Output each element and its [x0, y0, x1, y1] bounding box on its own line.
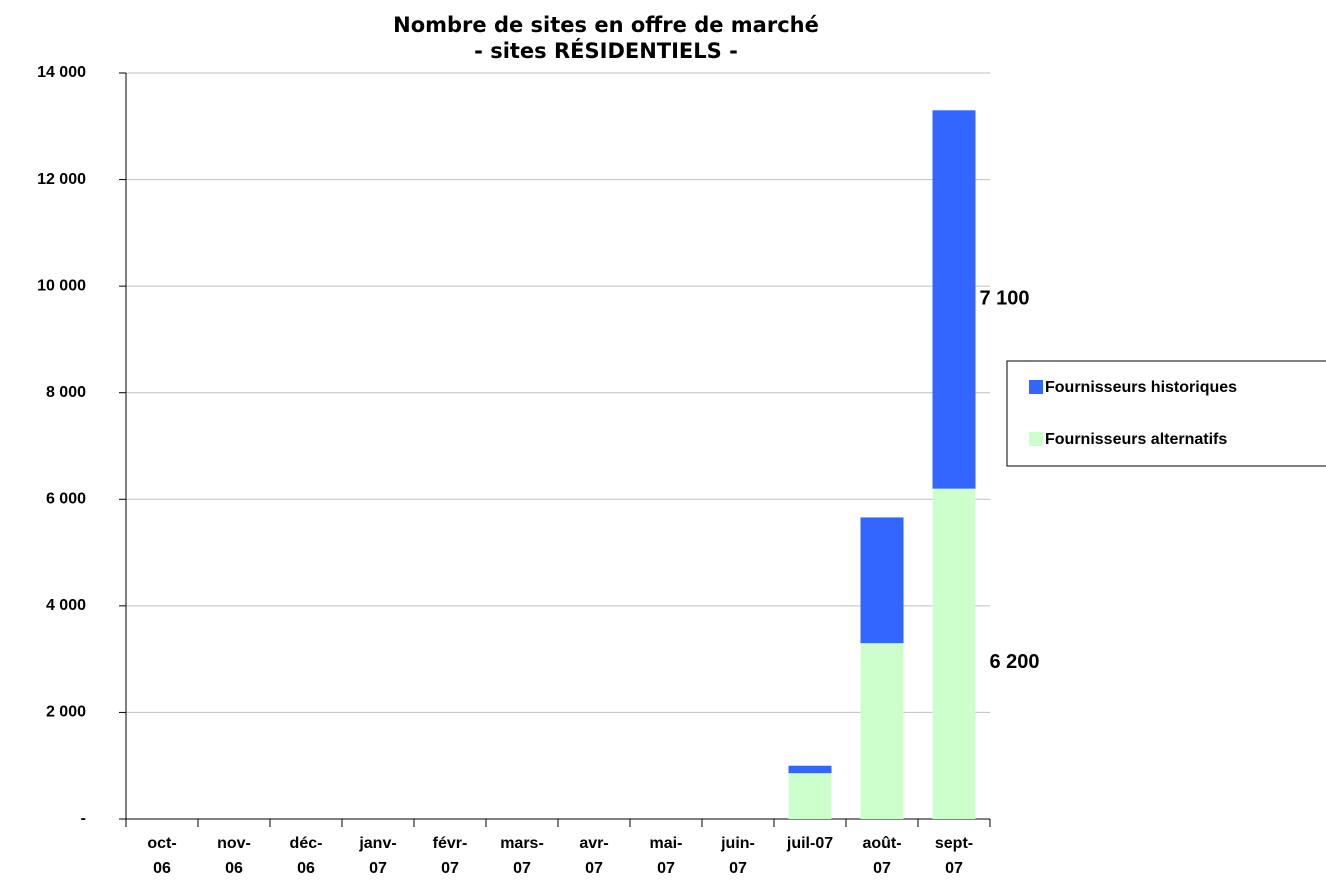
y-tick-label: 12 000	[37, 171, 86, 188]
x-tick-label: nov- 06	[217, 835, 251, 877]
y-tick-label: 4 000	[46, 597, 86, 614]
data-label: 6 200	[990, 651, 1040, 673]
legend-swatch	[1029, 380, 1043, 394]
x-tick-label: déc- 06	[289, 835, 323, 877]
bar-segment	[932, 110, 976, 489]
legend-label: Fournisseurs historiques	[1045, 379, 1237, 396]
data-label: 7 100	[980, 288, 1030, 310]
bar-segment	[860, 643, 904, 819]
x-tick-label: mars- 07	[500, 835, 544, 877]
x-tick-label: oct- 06	[147, 835, 177, 877]
bar-segment	[932, 488, 976, 819]
x-tick-label: août- 07	[862, 835, 902, 877]
y-tick-label: -	[81, 810, 86, 827]
bar-segment	[788, 765, 832, 774]
legend-label: Fournisseurs alternatifs	[1045, 431, 1227, 448]
x-tick-label: sept- 07	[934, 835, 974, 877]
legend-box	[1006, 360, 1326, 467]
x-tick-label: juin- 07	[721, 835, 755, 877]
y-tick-label: 14 000	[37, 64, 86, 81]
y-tick-label: 2 000	[46, 704, 86, 721]
y-tick-label: 8 000	[46, 384, 86, 401]
bar-segment	[860, 517, 904, 644]
y-tick-label: 10 000	[37, 277, 86, 294]
bar-segment	[788, 773, 832, 819]
x-tick-label: avr- 07	[579, 835, 609, 877]
x-tick-label: mai- 07	[649, 835, 683, 877]
y-tick-label: 6 000	[46, 491, 86, 508]
chart-title: Nombre de sites en offre de marché - sit…	[393, 13, 819, 63]
x-tick-label: juil-07	[786, 835, 834, 852]
x-tick-label: janv- 07	[359, 835, 397, 877]
x-tick-label: févr- 07	[432, 835, 468, 877]
legend-swatch	[1029, 432, 1043, 446]
